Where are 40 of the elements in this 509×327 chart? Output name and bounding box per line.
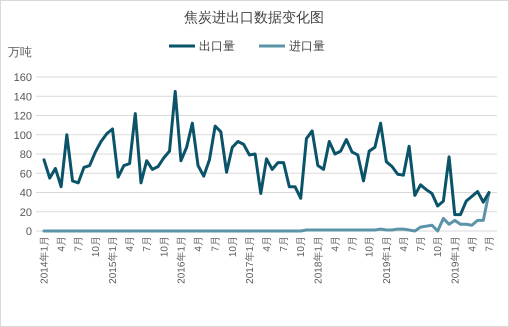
x-tick-label: 4月 (262, 236, 273, 252)
x-tick-label: 2016年1月 (175, 236, 188, 284)
x-tick-label: 4月 (194, 236, 205, 252)
x-tick-label: 4月 (56, 236, 68, 252)
y-tick-label: 40 (20, 188, 32, 200)
x-tick-label: 7月 (484, 236, 496, 252)
x-tick-label: 2017年1月 (244, 236, 256, 284)
x-tick-label: 2014年1月 (38, 236, 50, 284)
y-tick-label: 100 (14, 130, 32, 142)
y-tick-label: 140 (14, 91, 32, 104)
x-tick-label: 7月 (74, 236, 85, 252)
x-tick-label: 7月 (142, 236, 154, 252)
y-tick-label: 160 (14, 72, 32, 84)
ylabel: 万吨 (8, 45, 32, 59)
y-tick-label: 120 (14, 110, 32, 122)
x-tick-label: 10月 (228, 236, 239, 258)
x-tick-label: 4月 (125, 236, 136, 252)
x-tick-label: 2019年1月 (380, 236, 393, 284)
x-tick-label: 7月 (279, 236, 290, 252)
x-tick-label: 10月 (90, 236, 102, 258)
x-tick-label: 7月 (210, 236, 222, 252)
title: 焦炭进出口数据变化图 (184, 9, 324, 25)
x-tick-label: 4月 (330, 236, 342, 252)
y-tick-label: 0 (26, 226, 32, 238)
x-tick-label: 4月 (398, 236, 410, 252)
x-tick-label: 10月 (433, 236, 444, 258)
x-tick-label: 7月 (348, 236, 359, 252)
legend-label: 进口量 (289, 39, 325, 53)
x-tick-label: 10月 (296, 236, 308, 258)
x-tick-label: 10月 (364, 236, 376, 258)
x-tick-label: 2018年1月 (312, 236, 324, 284)
legend-label: 出口量 (199, 39, 235, 53)
x-tick-label: 10月 (159, 236, 170, 258)
y-tick-label: 20 (20, 206, 32, 219)
x-tick-label: 7月 (416, 236, 428, 252)
x-tick-label: 2019年1月 (449, 236, 462, 284)
x-tick-label: 4月 (467, 236, 478, 252)
y-tick-label: 80 (20, 149, 32, 161)
y-tick-label: 60 (20, 168, 32, 180)
x-tick-label: 2015年1月 (106, 236, 119, 284)
